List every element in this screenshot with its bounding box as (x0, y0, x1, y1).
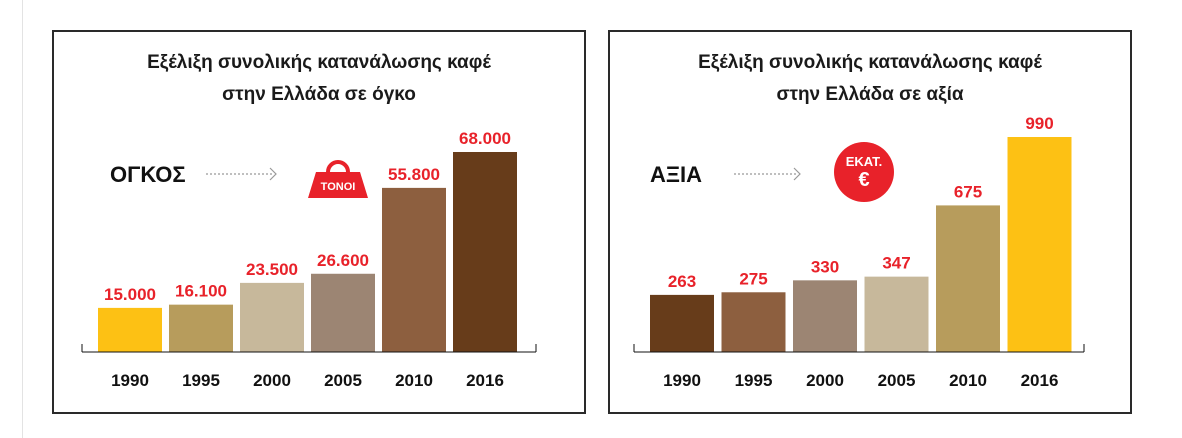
bar-1995 (169, 304, 233, 352)
unit-badge-text: ΕΚΑΤ. (846, 154, 883, 169)
bar-2005 (311, 273, 375, 352)
x-tick-label: 1995 (735, 371, 773, 390)
x-tick-label: 2005 (878, 371, 916, 390)
x-tick-label: 2010 (395, 371, 433, 390)
euro-circle-icon: ΕΚΑΤ.€ (834, 142, 894, 202)
bar-value-label: 68.000 (459, 129, 511, 148)
chart-title-line: Εξέλιξη συνολικής κατανάλωσης καφέ (698, 52, 1042, 73)
metric-label: ΑΞΙΑ (650, 162, 702, 187)
bar-2016 (453, 152, 517, 352)
chart-svg: Εξέλιξη συνολικής κατανάλωσης καφέ στην Ε… (633, 52, 1085, 390)
chart-title-line: στην Ελλάδα σε όγκο (222, 84, 416, 105)
x-tick-label: 2016 (1021, 371, 1059, 390)
bar-value-label: 55.800 (388, 165, 440, 184)
bar-value-label: 15.000 (104, 285, 156, 304)
bar-value-label: 330 (811, 257, 839, 276)
chart-svg: Εξέλιξη συνολικής κατανάλωσης καφέ στην Ε… (81, 52, 537, 390)
x-tick-label: 2016 (466, 371, 504, 390)
bar-value-label: 990 (1025, 114, 1053, 133)
x-tick-label: 2005 (324, 371, 362, 390)
chart-title-line: στην Ελλάδα σε αξία (776, 84, 963, 105)
volume-chart-panel: Εξέλιξη συνολικής κατανάλωσης καφέ στην Ε… (52, 30, 586, 414)
x-tick-label: 2010 (949, 371, 987, 390)
unit-badge-text: € (858, 169, 869, 191)
chart-title-line: Εξέλιξη συνολικής κατανάλωσης καφέ (147, 52, 491, 73)
bar-1995 (721, 292, 786, 352)
x-tick-label: 1990 (111, 371, 149, 390)
bar-value-label: 16.100 (175, 282, 227, 301)
weight-icon: ΤΟΝΟΙ (308, 160, 368, 198)
x-tick-label: 1995 (182, 371, 220, 390)
bar-value-label: 263 (668, 272, 696, 291)
bar-2010 (936, 205, 1000, 352)
bar-value-label: 23.500 (246, 260, 298, 279)
bar-2005 (864, 276, 929, 352)
value-chart-panel: Εξέλιξη συνολικής κατανάλωσης καφέ στην Ε… (608, 30, 1132, 414)
arrow-head-icon (269, 167, 277, 181)
arrow-head-icon (793, 167, 801, 181)
bar-2016 (1007, 137, 1072, 352)
bar-2010 (382, 187, 446, 352)
bar-2000 (793, 280, 857, 352)
x-tick-label: 2000 (253, 371, 291, 390)
bar-value-label: 675 (954, 182, 982, 201)
unit-badge-text: ΤΟΝΟΙ (321, 181, 356, 193)
bar-value-label: 275 (739, 269, 767, 288)
bar-value-label: 347 (882, 254, 910, 273)
bar-2000 (240, 282, 304, 352)
page-left-rule (22, 0, 23, 438)
bar-1990 (98, 307, 162, 352)
bar-value-label: 26.600 (317, 251, 369, 270)
bar-1990 (650, 294, 714, 352)
x-tick-label: 2000 (806, 371, 844, 390)
x-tick-label: 1990 (663, 371, 701, 390)
metric-label: ΟΓΚΟΣ (110, 162, 186, 187)
